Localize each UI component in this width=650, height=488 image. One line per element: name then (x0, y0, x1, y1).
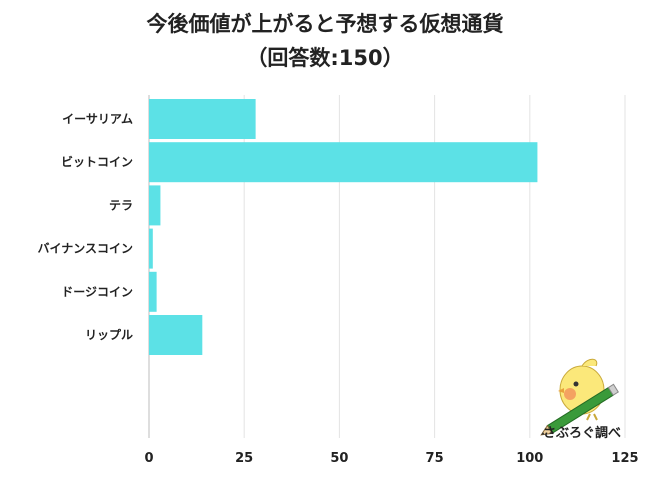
bar (149, 142, 538, 183)
bar (149, 271, 157, 312)
x-tick-label: 75 (426, 451, 444, 466)
source-credit: さぶろぐ調べ (542, 426, 621, 441)
category-label: リップル (85, 327, 133, 342)
chart-subtitle: （回答数:150） (246, 46, 404, 70)
bird-with-pencil-icon (540, 358, 619, 436)
x-tick-label: 125 (611, 451, 638, 466)
bar (149, 228, 153, 269)
x-tick-label: 0 (144, 451, 153, 466)
category-label: ビットコイン (61, 154, 133, 169)
x-tick-label: 100 (516, 451, 543, 466)
category-label: バイナンスコイン (37, 242, 133, 256)
category-label: イーサリアム (62, 112, 133, 126)
bar (149, 315, 203, 355)
x-tick-label: 50 (330, 451, 348, 466)
bar (149, 99, 256, 139)
category-label: ドージコイン (61, 285, 133, 299)
bar (149, 185, 161, 226)
category-label: テラ (109, 198, 133, 212)
x-tick-label: 25 (235, 451, 253, 466)
chart-title: 今後価値が上がると予想する仮想通貨 (146, 12, 504, 36)
